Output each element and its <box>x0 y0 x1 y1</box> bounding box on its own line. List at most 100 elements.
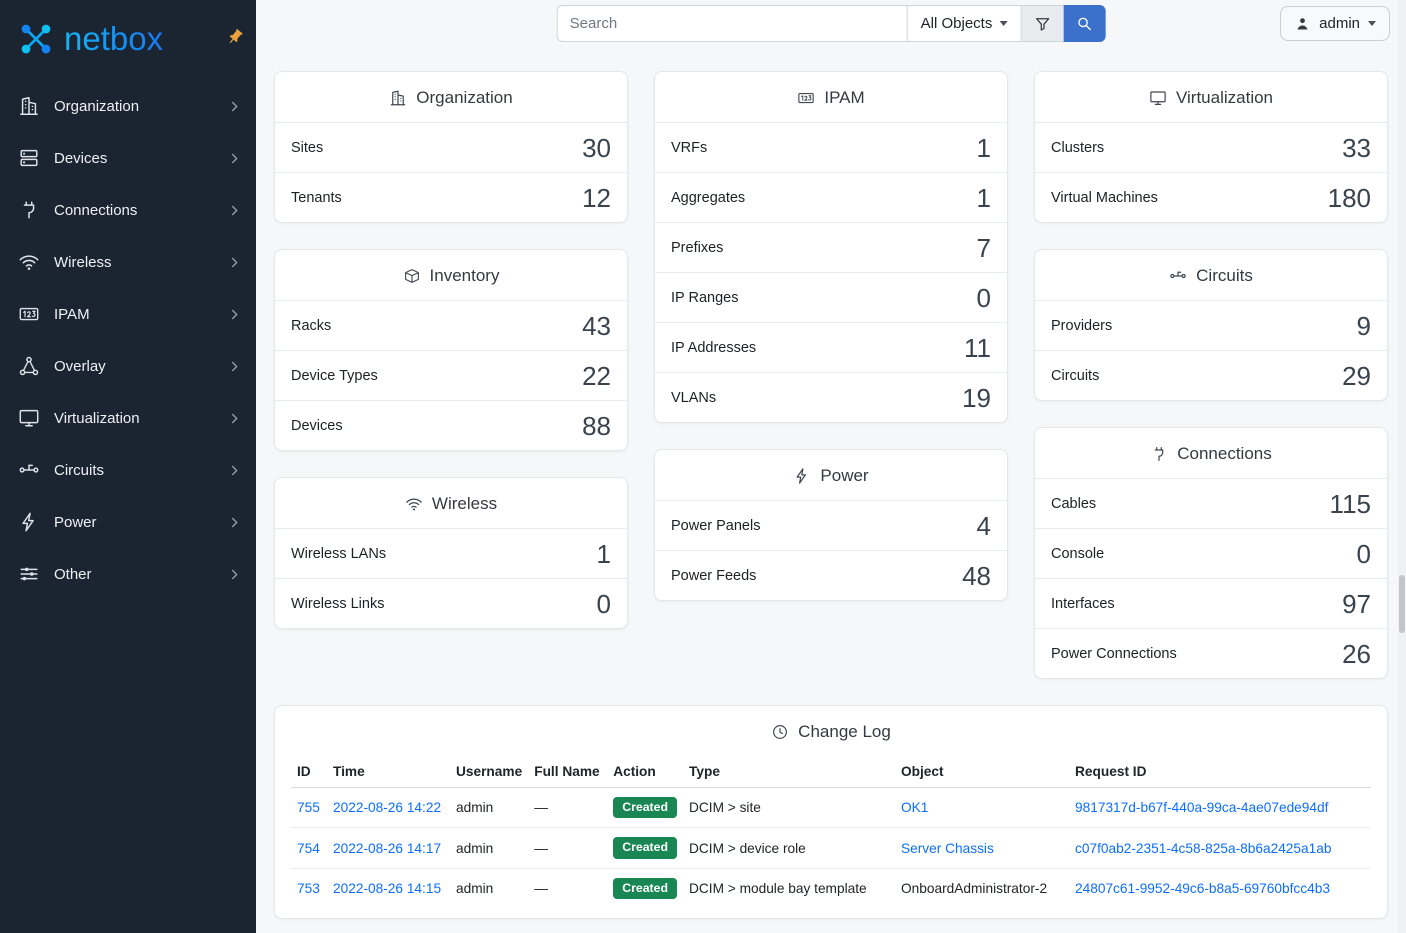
sidebar-item-wireless[interactable]: Wireless <box>0 236 256 288</box>
changelog-object-link[interactable]: OK1 <box>901 800 929 816</box>
stat-value: 1 <box>976 132 991 163</box>
changelog-time-link[interactable]: 2022-08-26 14:17 <box>333 840 442 856</box>
stat-link-circuits[interactable]: Circuits <box>1051 367 1100 384</box>
changelog-id-link[interactable]: 753 <box>297 880 320 896</box>
stat-link-power-panels[interactable]: Power Panels <box>671 517 761 534</box>
sidebar-item-circuits[interactable]: Circuits <box>0 444 256 496</box>
circuits-card: Circuits Providers 9 Circuits 29 <box>1034 249 1388 401</box>
scrollbar-thumb[interactable] <box>1399 575 1405 633</box>
chevron-right-icon <box>227 463 242 478</box>
changelog-time-link[interactable]: 2022-08-26 14:15 <box>333 880 442 896</box>
action-badge: Created <box>613 797 677 819</box>
changelog-id-link[interactable]: 754 <box>297 840 320 856</box>
object-type-dropdown[interactable]: All Objects <box>906 5 1022 42</box>
stat-row: IP Ranges 0 <box>655 272 1007 322</box>
user-menu[interactable]: admin <box>1280 6 1390 41</box>
stat-value: 22 <box>582 360 611 391</box>
stat-row: Interfaces 97 <box>1035 578 1387 628</box>
change-log-table: ID Time Username Full Name Action Type O… <box>291 756 1371 909</box>
stat-link-vrfs[interactable]: VRFs <box>671 139 708 156</box>
card-title-connections: Connections <box>1035 428 1387 478</box>
stat-link-power-connections[interactable]: Power Connections <box>1051 645 1177 662</box>
stat-link-devices[interactable]: Devices <box>291 417 343 434</box>
sidebar-header: netbox <box>0 0 256 78</box>
filter-button[interactable] <box>1021 5 1064 42</box>
netbox-logo[interactable]: netbox <box>16 19 163 59</box>
stat-row: Devices 88 <box>275 400 627 450</box>
stat-row: Prefixes 7 <box>655 222 1007 272</box>
sidebar-item-other[interactable]: Other <box>0 548 256 600</box>
pin-icon <box>222 24 247 49</box>
sidebar-item-connections[interactable]: Connections <box>0 184 256 236</box>
search-button[interactable] <box>1063 5 1106 42</box>
changelog-type: DCIM > module bay template <box>683 867 895 909</box>
stat-link-wireless-lans[interactable]: Wireless LANs <box>291 545 387 562</box>
column-header-id: ID <box>291 756 327 788</box>
stat-value: 19 <box>962 382 991 413</box>
stat-link-vlans[interactable]: VLANs <box>671 389 717 406</box>
wireless-card: Wireless Wireless LANs 1 Wireless Links … <box>274 477 628 629</box>
changelog-object-link[interactable]: Server Chassis <box>901 840 994 856</box>
sidebar-item-power[interactable]: Power <box>0 496 256 548</box>
stat-link-aggregates[interactable]: Aggregates <box>671 189 746 206</box>
stat-link-cables[interactable]: Cables <box>1051 495 1097 512</box>
stat-link-ip-addresses[interactable]: IP Addresses <box>671 339 757 356</box>
stat-value: 115 <box>1329 488 1371 519</box>
connections-card: Connections Cables 115 Console 0 Interfa… <box>1034 427 1388 679</box>
changelog-time-link[interactable]: 2022-08-26 14:22 <box>333 800 442 816</box>
stat-link-prefixes[interactable]: Prefixes <box>671 239 724 256</box>
stat-value: 29 <box>1342 360 1371 391</box>
changelog-id-link[interactable]: 755 <box>297 800 320 816</box>
action-badge: Created <box>613 837 677 859</box>
sidebar-item-devices[interactable]: Devices <box>0 132 256 184</box>
virtualization-icon <box>18 407 40 429</box>
card-title-power: Power <box>655 450 1007 500</box>
pin-sidebar-button[interactable] <box>222 24 247 49</box>
stat-link-ip-ranges[interactable]: IP Ranges <box>671 289 739 306</box>
stat-value: 0 <box>976 282 991 313</box>
stat-value: 0 <box>596 588 611 619</box>
action-badge: Created <box>613 877 677 900</box>
stat-link-console[interactable]: Console <box>1051 545 1105 562</box>
stat-row: Wireless Links 0 <box>275 578 627 628</box>
stat-row: Power Connections 26 <box>1035 628 1387 678</box>
chevron-right-icon <box>227 515 242 530</box>
circuits-icon <box>1169 267 1187 285</box>
sidebar: netbox Organization Devices Connections … <box>0 0 256 933</box>
stat-link-sites[interactable]: Sites <box>291 139 324 156</box>
stat-row: Sites 30 <box>275 122 627 172</box>
wireless-icon <box>405 495 423 513</box>
power-icon <box>18 511 40 533</box>
changelog-request-id-link[interactable]: 24807c61-9952-49c6-b8a5-69760bfcc4b3 <box>1075 880 1330 896</box>
sidebar-item-virtualization[interactable]: Virtualization <box>0 392 256 444</box>
stat-link-providers[interactable]: Providers <box>1051 317 1113 334</box>
search-input[interactable] <box>556 5 907 42</box>
caret-down-icon <box>1368 21 1376 26</box>
changelog-full-name: — <box>528 867 608 909</box>
stat-value: 11 <box>964 332 991 363</box>
stat-link-power-feeds[interactable]: Power Feeds <box>671 567 757 584</box>
column-header-full-name: Full Name <box>528 756 608 788</box>
stat-value: 1 <box>596 538 611 569</box>
stat-link-wireless-links[interactable]: Wireless Links <box>291 595 385 612</box>
stat-link-clusters[interactable]: Clusters <box>1051 139 1105 156</box>
stat-link-virtual-machines[interactable]: Virtual Machines <box>1051 189 1158 206</box>
stat-row: Wireless LANs 1 <box>275 528 627 578</box>
stat-row: Virtual Machines 180 <box>1035 172 1387 222</box>
stat-row: VRFs 1 <box>655 122 1007 172</box>
vertical-scrollbar[interactable] <box>1398 0 1406 933</box>
ipam-icon <box>797 89 815 107</box>
stat-link-device-types[interactable]: Device Types <box>291 367 378 384</box>
sidebar-item-organization[interactable]: Organization <box>0 80 256 132</box>
card-title-virtualization: Virtualization <box>1035 72 1387 122</box>
stat-link-tenants[interactable]: Tenants <box>291 189 342 206</box>
changelog-request-id-link[interactable]: 9817317d-b67f-440a-99ca-4ae07ede94df <box>1075 800 1329 816</box>
sidebar-item-overlay[interactable]: Overlay <box>0 340 256 392</box>
stat-link-racks[interactable]: Racks <box>291 317 332 334</box>
stat-link-interfaces[interactable]: Interfaces <box>1051 595 1115 612</box>
stat-value: 33 <box>1342 132 1371 163</box>
changelog-request-id-link[interactable]: c07f0ab2-2351-4c58-825a-8b6a2425a1ab <box>1075 840 1332 856</box>
search-icon <box>1076 15 1093 32</box>
sidebar-item-ipam[interactable]: IPAM <box>0 288 256 340</box>
dashboard: Organization Sites 30 Tenants 12 Invento… <box>256 47 1406 920</box>
